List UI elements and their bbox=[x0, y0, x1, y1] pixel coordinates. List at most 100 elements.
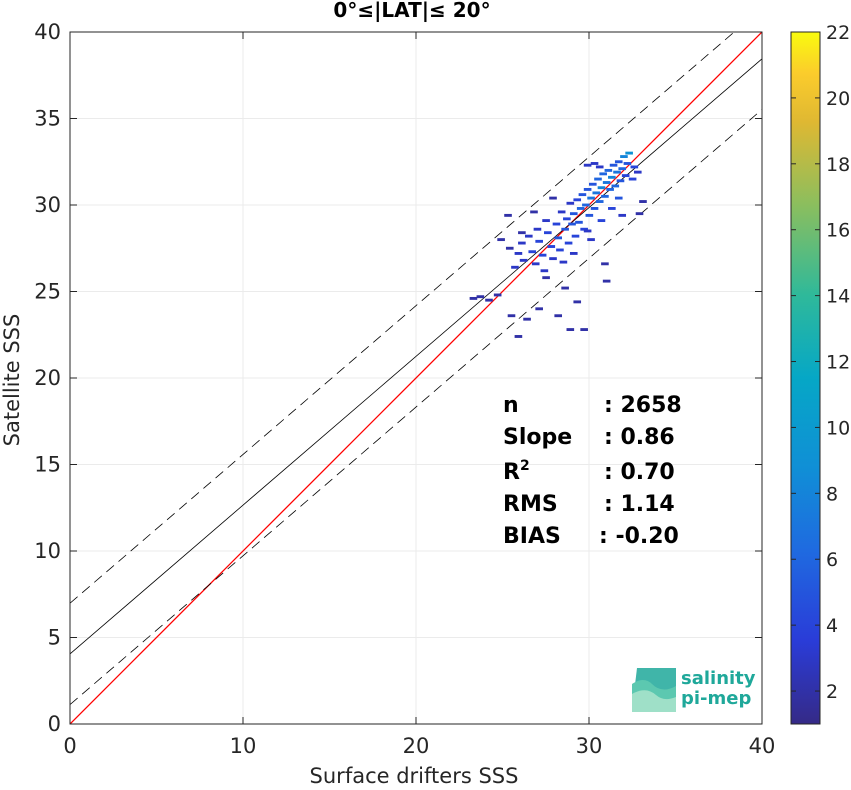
density-point bbox=[590, 207, 599, 210]
y-tick-label: 25 bbox=[34, 280, 61, 304]
density-point bbox=[590, 162, 599, 165]
density-point bbox=[639, 200, 647, 203]
logo-line1: salinity bbox=[681, 668, 756, 689]
stat-value-rms: : 1.14 bbox=[604, 492, 675, 517]
density-point bbox=[608, 207, 616, 210]
stat-value-n: : 2658 bbox=[604, 393, 682, 418]
wave-logo-icon bbox=[632, 668, 676, 712]
density-point bbox=[589, 182, 597, 186]
logo-line2: pi-mep bbox=[681, 688, 751, 709]
density-point bbox=[476, 295, 485, 299]
density-point bbox=[580, 328, 588, 332]
density-point bbox=[597, 186, 606, 190]
density-point bbox=[518, 241, 526, 245]
density-point bbox=[533, 227, 542, 231]
density-point bbox=[635, 212, 644, 216]
density-point bbox=[535, 307, 543, 311]
y-tick-label: 5 bbox=[48, 626, 61, 650]
density-point bbox=[587, 196, 595, 200]
density-point bbox=[514, 251, 523, 255]
stat-value-r: : 0.70 bbox=[604, 460, 675, 485]
axis-ticks: 0 10 20 30 40 0 5 10 15 20 25 30 35 40 bbox=[34, 20, 775, 758]
chart-title: 0°≤|LAT|≤ 20° bbox=[333, 0, 490, 22]
density-point bbox=[549, 257, 557, 261]
density-point bbox=[621, 174, 630, 178]
x-tick-label: 10 bbox=[230, 734, 257, 758]
y-tick-label: 0 bbox=[48, 712, 61, 736]
density-point bbox=[544, 231, 552, 235]
density-point bbox=[514, 335, 523, 338]
density-point bbox=[576, 207, 585, 210]
density-point bbox=[564, 241, 573, 245]
y-tick-label: 40 bbox=[34, 20, 61, 44]
colorbar-tick-label: 14 bbox=[826, 286, 850, 308]
density-point bbox=[616, 179, 625, 183]
density-point bbox=[557, 210, 566, 214]
y-tick-label: 15 bbox=[34, 453, 61, 477]
density-point bbox=[582, 203, 590, 207]
colorbar-tick-label: 12 bbox=[826, 352, 850, 374]
colorbar-tick-label: 16 bbox=[826, 220, 850, 242]
density-point bbox=[623, 162, 632, 165]
density-point bbox=[530, 210, 538, 214]
density-point bbox=[511, 265, 519, 269]
density-point bbox=[587, 238, 595, 242]
density-point bbox=[561, 227, 569, 231]
line-fit-lower bbox=[70, 109, 762, 705]
density-point bbox=[571, 234, 580, 238]
y-tick-label: 10 bbox=[34, 539, 61, 563]
density-point bbox=[493, 293, 502, 297]
density-point bbox=[556, 248, 564, 252]
density-point bbox=[549, 196, 557, 200]
colorbar-tick-label: 8 bbox=[826, 483, 838, 505]
density-point bbox=[507, 314, 516, 318]
density-point bbox=[618, 213, 627, 217]
density-point bbox=[542, 276, 550, 280]
colorbar-tick-label: 22 bbox=[826, 22, 850, 44]
colorbar-tick-label: 2 bbox=[826, 681, 838, 703]
y-tick-label: 35 bbox=[34, 107, 61, 131]
y-tick-label: 20 bbox=[34, 366, 61, 390]
density-point bbox=[540, 269, 549, 273]
density-point bbox=[566, 328, 575, 332]
density-point bbox=[585, 213, 594, 217]
density-point bbox=[609, 163, 618, 167]
density-point bbox=[606, 187, 614, 191]
reference-lines bbox=[70, 32, 762, 724]
density-point bbox=[554, 314, 563, 318]
statistics-box: n: 2658 Slope: 0.86 R2: 0.70 RMS: 1.14 BIAS:… bbox=[503, 393, 682, 549]
density-point bbox=[523, 317, 531, 321]
density-point bbox=[531, 262, 540, 266]
density-point bbox=[613, 170, 621, 174]
density-point bbox=[573, 198, 582, 202]
stat-label-bias: BIAS bbox=[503, 524, 561, 549]
density-point bbox=[595, 200, 604, 203]
density-point bbox=[614, 196, 623, 200]
colorbar-tick-label: 10 bbox=[826, 417, 850, 439]
density-point bbox=[583, 187, 592, 191]
density-point bbox=[518, 231, 526, 235]
density-point bbox=[569, 251, 578, 255]
density-point bbox=[569, 212, 578, 216]
density-point bbox=[578, 193, 587, 197]
density-point bbox=[535, 239, 543, 243]
x-axis-label: Surface drifters SSS bbox=[310, 764, 519, 786]
colorbar-tick-label: 4 bbox=[826, 615, 838, 637]
stat-label-r: R2 bbox=[503, 458, 530, 485]
density-point bbox=[504, 213, 512, 217]
density-point bbox=[597, 219, 606, 223]
density-point bbox=[469, 296, 478, 300]
density-point bbox=[552, 222, 561, 226]
density-point bbox=[519, 258, 528, 262]
x-tick-label: 30 bbox=[576, 734, 603, 758]
density-point bbox=[563, 217, 571, 221]
density-point bbox=[599, 172, 607, 176]
density-point bbox=[559, 260, 568, 264]
colorbar-tick-label: 20 bbox=[826, 88, 850, 110]
density-point bbox=[524, 234, 533, 238]
density-point bbox=[580, 227, 588, 231]
colorbar-tick-label: 18 bbox=[826, 154, 850, 176]
y-axis-label: Satellite SSS bbox=[0, 314, 24, 447]
density-point bbox=[602, 279, 611, 283]
colorbar-ticks: 2 4 6 8 10 12 14 16 18 20 22 bbox=[791, 22, 850, 703]
